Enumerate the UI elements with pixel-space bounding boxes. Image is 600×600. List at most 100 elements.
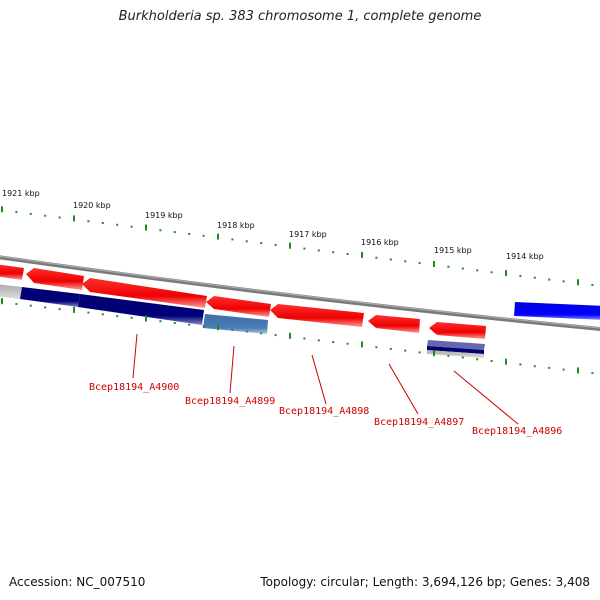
kbp-label-1917: 1917 kbp [289,230,327,239]
minor-tick [533,365,536,368]
major-tick [217,324,219,331]
minor-tick [245,330,248,333]
gene-arrow[interactable] [26,268,84,290]
minor-tick [245,240,248,243]
gene-label-a4897[interactable]: Bcep18194_A4897 [374,417,464,428]
gene-arrow[interactable] [368,315,420,333]
minor-tick [159,320,162,323]
kbp-label-group: 1921 kbp 1920 kbp 1919 kbp 1918 kbp 1917… [2,189,544,261]
kbp-label-1921: 1921 kbp [2,189,40,198]
reverse-strand-genes [0,284,600,358]
minor-tick [202,325,205,328]
leader-line [229,345,235,394]
gene-block[interactable] [514,302,600,320]
major-tick [217,233,219,240]
minor-tick [101,313,104,316]
minor-tick [101,222,104,224]
major-tick [73,306,75,313]
gene-arrow[interactable] [0,264,24,280]
minor-tick [447,265,450,268]
gene-label-a4900[interactable]: Bcep18194_A4900 [89,382,179,393]
genome-summary-text: Topology: circular; Length: 3,694,126 bp… [260,575,590,589]
gene-block[interactable] [427,346,484,354]
gene-arrow[interactable] [270,304,364,327]
gene-label-a4899[interactable]: Bcep18194_A4899 [185,396,275,407]
minor-tick [476,358,479,361]
minor-tick [389,258,392,261]
minor-tick [447,354,450,357]
minor-tick [202,234,205,237]
gene-arrow[interactable] [206,296,271,317]
minor-tick [317,339,320,342]
genome-backbone-highlight [0,255,600,329]
major-tick [1,206,3,213]
minor-tick [44,306,47,309]
major-tick [505,270,507,277]
map-title: Burkholderia sp. 383 chromosome 1, compl… [118,9,482,24]
minor-tick [29,212,32,215]
major-tick [145,315,147,322]
major-tick [73,215,75,222]
gene-block[interactable] [78,294,204,325]
minor-tick [375,346,378,349]
minor-tick [404,260,407,263]
minor-tick [274,243,277,246]
leader-line [388,363,419,415]
gene-arrow[interactable] [82,278,207,308]
minor-tick [418,262,421,265]
gene-block[interactable] [427,350,484,358]
gene-block[interactable] [427,340,485,350]
minor-tick [332,341,335,343]
minor-tick [130,225,133,228]
minor-tick [15,303,18,305]
major-tick [361,341,363,348]
minor-tick [418,351,421,354]
label-leader-lines [132,333,519,425]
minor-tick [87,220,90,223]
minor-tick [346,253,349,255]
gene-block[interactable] [20,287,80,307]
minor-tick [562,280,565,283]
forward-strand-genes [0,264,486,339]
kbp-label-1918: 1918 kbp [217,221,255,230]
minor-tick [260,242,263,245]
major-tick [433,261,435,267]
major-tick [577,367,579,374]
gene-label-a4898[interactable]: Bcep18194_A4898 [279,406,369,417]
gene-block[interactable] [0,284,22,299]
minor-tick [533,276,536,279]
minor-tick [461,356,464,359]
minor-tick [389,347,392,350]
leader-line [132,333,138,379]
gene-arrow[interactable] [429,322,486,339]
minor-tick [317,249,320,252]
minor-tick [231,328,234,331]
minor-tick [476,269,479,272]
minor-tick [591,372,594,375]
genome-backbone [0,255,600,332]
major-tick [577,279,579,286]
minor-tick [346,342,349,345]
minor-tick [591,284,594,286]
gene-label-a4896[interactable]: Bcep18194_A4896 [472,426,562,437]
outer-tick-ring [1,206,594,286]
minor-tick [188,323,191,326]
minor-tick [29,304,32,307]
minor-tick [44,214,47,217]
minor-tick [130,316,133,319]
minor-tick [58,308,61,311]
minor-tick [519,274,522,277]
major-tick [361,251,363,258]
minor-tick [58,216,61,219]
gene-block[interactable] [203,314,268,334]
minor-tick [303,337,306,340]
minor-tick [159,229,162,232]
minor-tick [490,271,493,274]
kbp-label-1919: 1919 kbp [145,211,183,220]
minor-tick [461,267,464,270]
accession-text: Accession: NC_007510 [9,575,146,589]
kbp-label-1920: 1920 kbp [73,201,111,210]
minor-tick [87,311,90,314]
kbp-label-1916: 1916 kbp [361,238,399,247]
